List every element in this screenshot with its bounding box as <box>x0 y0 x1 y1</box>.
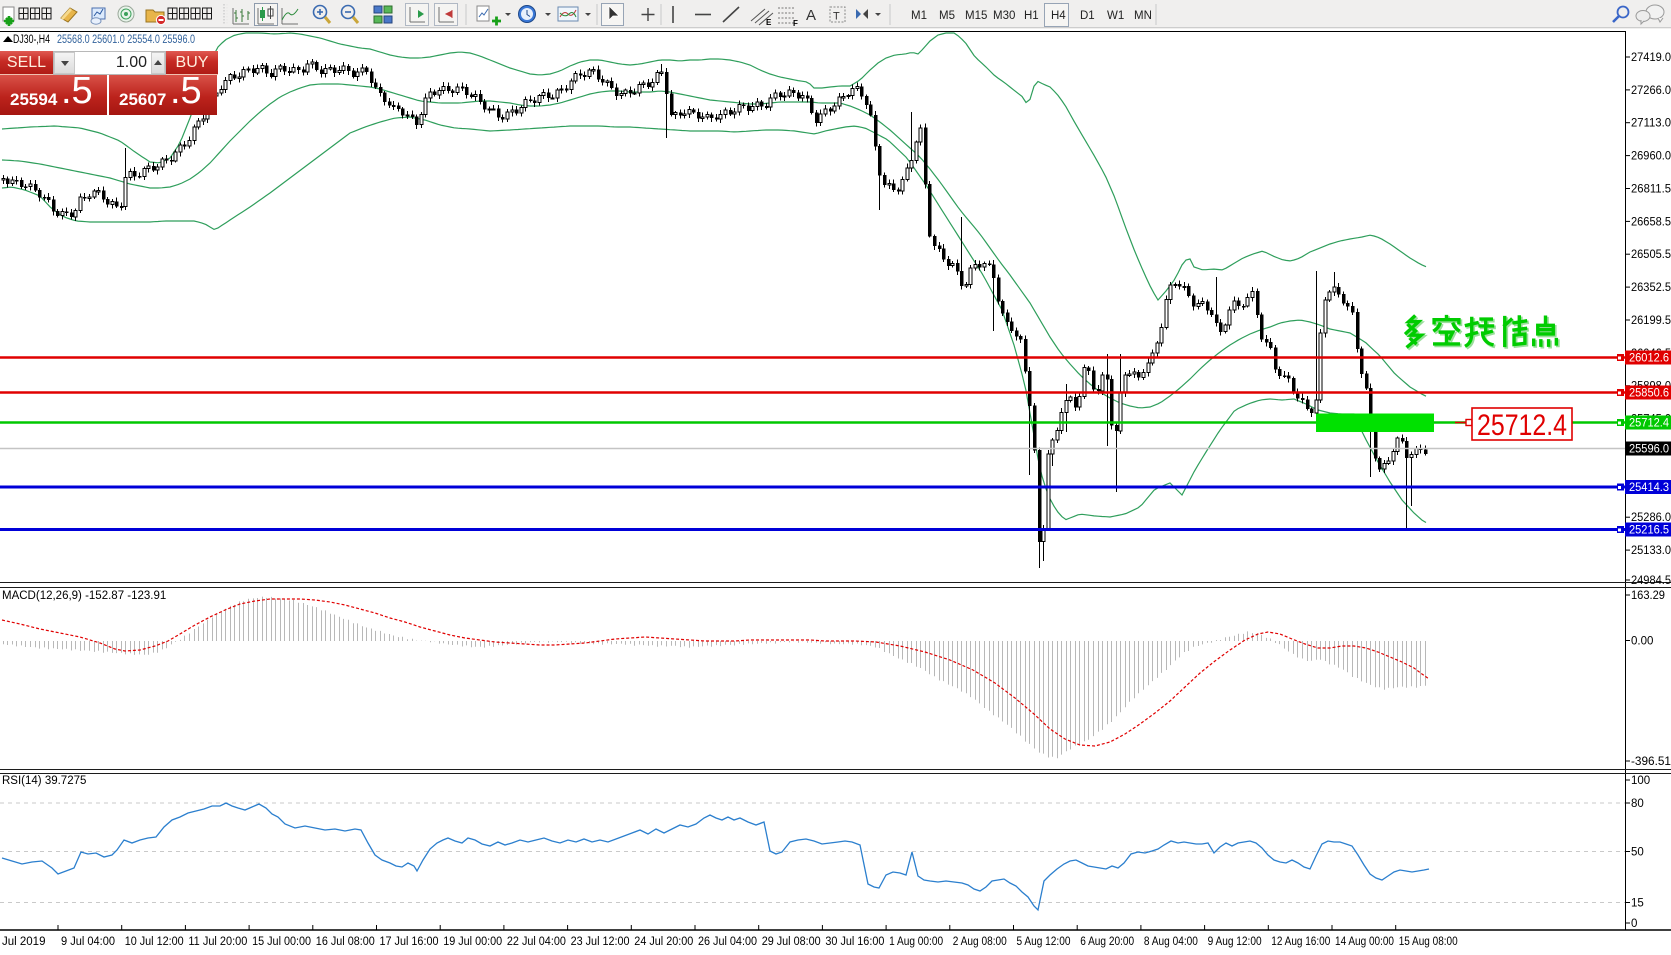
svg-text:25216.5: 25216.5 <box>1629 525 1669 537</box>
svg-text:10 Jul 12:00: 10 Jul 12:00 <box>125 936 184 948</box>
svg-text:DJ30-,H4: DJ30-,H4 <box>13 34 50 46</box>
svg-text:27266.0: 27266.0 <box>1631 85 1671 97</box>
svg-text:25568.0 25601.0 25554.0 25596.: 25568.0 25601.0 25554.0 25596.0 <box>57 34 195 46</box>
svg-text:MACD(12,26,9) -152.87 -123.91: MACD(12,26,9) -152.87 -123.91 <box>2 590 166 602</box>
svg-text:100: 100 <box>1631 775 1650 787</box>
svg-text:25133.0: 25133.0 <box>1631 545 1671 557</box>
svg-text:19 Jul 00:00: 19 Jul 00:00 <box>443 936 502 948</box>
svg-text:-396.51: -396.51 <box>1631 756 1671 768</box>
svg-text:26658.5: 26658.5 <box>1631 216 1671 228</box>
svg-text:25712.4: 25712.4 <box>1629 418 1670 430</box>
svg-text:24 Jul 20:00: 24 Jul 20:00 <box>634 936 693 948</box>
svg-text:50: 50 <box>1631 847 1644 859</box>
svg-text:26 Jul 04:00: 26 Jul 04:00 <box>698 936 757 948</box>
svg-text:23 Jul 12:00: 23 Jul 12:00 <box>571 936 630 948</box>
svg-text:M15: M15 <box>965 10 987 22</box>
svg-text:27419.0: 27419.0 <box>1631 52 1671 64</box>
svg-text:D1: D1 <box>1080 10 1095 22</box>
svg-text:RSI(14) 39.7275: RSI(14) 39.7275 <box>2 775 86 787</box>
svg-text:11 Jul 20:00: 11 Jul 20:00 <box>188 936 247 948</box>
svg-text:26811.5: 26811.5 <box>1631 184 1671 196</box>
svg-text:Jul 2019: Jul 2019 <box>2 936 45 948</box>
svg-text:26960.0: 26960.0 <box>1631 151 1671 163</box>
svg-text:2 Aug 08:00: 2 Aug 08:00 <box>953 936 1007 948</box>
svg-text:26012.6: 26012.6 <box>1629 353 1669 365</box>
svg-text:29 Jul 08:00: 29 Jul 08:00 <box>762 936 821 948</box>
svg-text:H1: H1 <box>1024 10 1039 22</box>
svg-text:W1: W1 <box>1107 10 1124 22</box>
svg-text:T: T <box>833 11 840 23</box>
svg-text:17 Jul 16:00: 17 Jul 16:00 <box>380 936 439 948</box>
svg-text:26199.5: 26199.5 <box>1631 315 1671 327</box>
svg-text:H4: H4 <box>1051 10 1066 22</box>
svg-text:MN: MN <box>1134 10 1152 22</box>
svg-text:9 Aug 12:00: 9 Aug 12:00 <box>1208 936 1262 948</box>
svg-text:15: 15 <box>1631 898 1644 910</box>
svg-text:163.29: 163.29 <box>1631 590 1665 602</box>
svg-text:F: F <box>793 19 798 28</box>
svg-text:25596.0: 25596.0 <box>1629 444 1669 456</box>
svg-text:0.00: 0.00 <box>1631 636 1653 648</box>
svg-text:25850.6: 25850.6 <box>1629 388 1669 400</box>
svg-text:22 Jul 04:00: 22 Jul 04:00 <box>507 936 566 948</box>
svg-text:27113.0: 27113.0 <box>1631 118 1671 130</box>
svg-text:M5: M5 <box>939 10 955 22</box>
svg-text:M30: M30 <box>993 10 1015 22</box>
svg-text:M1: M1 <box>911 10 927 22</box>
svg-text:15 Jul 00:00: 15 Jul 00:00 <box>252 936 311 948</box>
svg-text:9 Jul 04:00: 9 Jul 04:00 <box>61 936 115 948</box>
svg-text:25286.0: 25286.0 <box>1631 512 1671 524</box>
svg-text:0: 0 <box>1631 918 1637 930</box>
svg-text:5 Aug 12:00: 5 Aug 12:00 <box>1017 936 1071 948</box>
svg-text:E: E <box>766 18 772 27</box>
svg-text:26352.5: 26352.5 <box>1631 282 1671 294</box>
svg-text:8 Aug 04:00: 8 Aug 04:00 <box>1144 936 1198 948</box>
svg-text:26505.5: 26505.5 <box>1631 249 1671 261</box>
svg-text:15 Aug 08:00: 15 Aug 08:00 <box>1399 936 1458 948</box>
svg-text:25712.4: 25712.4 <box>1477 409 1567 442</box>
svg-text:A: A <box>806 7 816 24</box>
svg-text:30 Jul 16:00: 30 Jul 16:00 <box>825 936 884 948</box>
svg-text:1 Aug 00:00: 1 Aug 00:00 <box>889 936 943 948</box>
svg-text:24984.5: 24984.5 <box>1631 575 1671 587</box>
svg-text:80: 80 <box>1631 798 1644 810</box>
svg-text:14 Aug 00:00: 14 Aug 00:00 <box>1335 936 1394 948</box>
svg-text:12 Aug 16:00: 12 Aug 16:00 <box>1271 936 1330 948</box>
svg-text:25414.3: 25414.3 <box>1629 482 1669 494</box>
svg-text:16 Jul 08:00: 16 Jul 08:00 <box>316 936 375 948</box>
svg-text:6 Aug 20:00: 6 Aug 20:00 <box>1080 936 1134 948</box>
